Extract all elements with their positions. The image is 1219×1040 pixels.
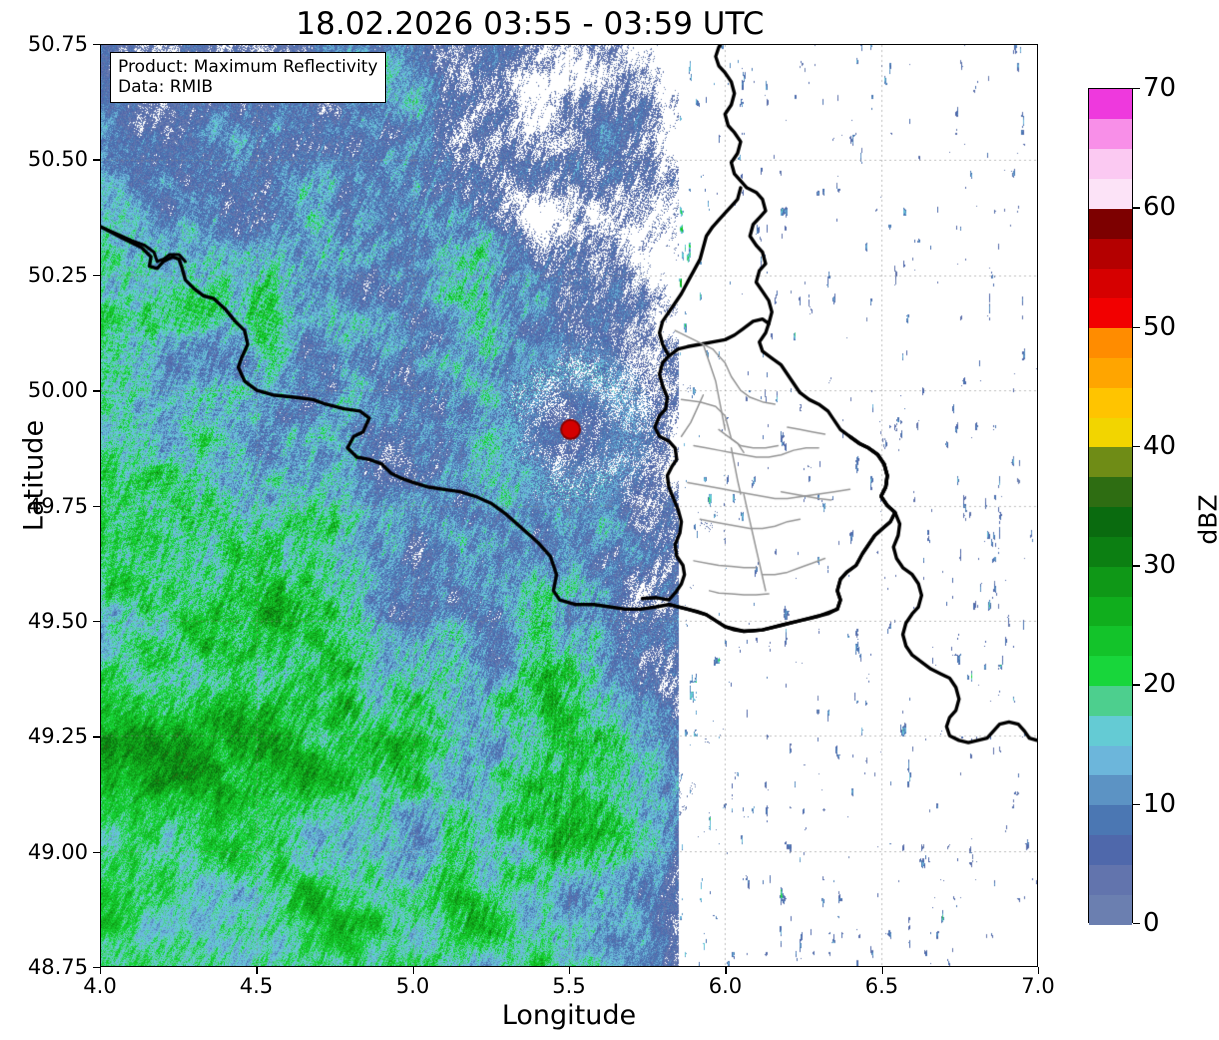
colorbar-tickmark [1133,923,1140,925]
x-tick-label: 7.0 [1021,974,1055,998]
colorbar-gradient [1088,88,1133,925]
colorbar-band [1089,267,1132,299]
y-tickmark [93,390,100,392]
x-tick-label: 4.0 [83,974,117,998]
colorbar-title: dBZ [1193,494,1219,545]
y-tick-label: 49.75 [27,493,88,518]
colorbar-tick-label: 0 [1143,908,1160,938]
colorbar-tick-label: 30 [1143,550,1177,581]
colorbar-band [1089,327,1132,358]
x-tickmark [100,967,102,974]
colorbar-band [1089,417,1132,448]
y-tickmark [93,736,100,738]
colorbar-tickmark [1133,684,1140,686]
radar-reflectivity-canvas [101,45,1037,966]
colorbar-band [1089,655,1132,686]
colorbar-tickmark [1133,207,1140,209]
colorbar-tickmark [1133,565,1140,567]
x-tickmark [725,967,727,974]
x-tickmark [256,967,258,974]
colorbar-band [1089,864,1132,895]
y-tick-label: 50.50 [27,147,88,172]
colorbar-tickmark [1133,88,1140,90]
colorbar-band [1089,297,1132,329]
y-tickmark [93,274,100,277]
colorbar-band [1089,685,1132,716]
colorbar-band [1089,774,1132,806]
colorbar-tick-label: 70 [1143,73,1177,103]
colorbar-band [1089,745,1132,776]
x-tick-label: 5.5 [552,974,586,998]
colorbar-tick-label: 60 [1143,192,1177,223]
colorbar-band [1089,715,1132,746]
colorbar-band [1089,357,1132,388]
x-tickmark [1038,967,1040,974]
y-tick-label: 50.00 [27,378,88,403]
colorbar-band [1089,446,1132,478]
y-tickmark [93,159,100,161]
colorbar-band [1089,208,1132,239]
y-tick-label: 49.50 [27,608,88,633]
product-info-box: Product: Maximum Reflectivity Data: RMIB [110,52,386,104]
colorbar-band [1089,625,1132,657]
y-tick-label: 49.25 [27,724,88,749]
x-tick-label: 6.0 [708,974,743,998]
page-title: 18.02.2026 03:55 - 03:59 UTC [295,6,765,42]
product-label: Product: Maximum Reflectivity [118,57,378,77]
colorbar-tickmark [1133,445,1140,448]
y-tick-label: 48.75 [27,955,88,979]
y-tickmark [93,505,100,507]
colorbar-band [1089,804,1132,836]
colorbar-band [1089,148,1132,180]
x-tickmark [881,967,884,974]
colorbar-band [1089,894,1132,925]
colorbar-band [1089,476,1132,508]
y-tick-label: 50.25 [27,262,88,287]
colorbar-band [1089,89,1132,120]
colorbar-tick-label: 40 [1143,430,1177,461]
colorbar-band [1089,595,1132,627]
colorbar-band [1089,238,1132,269]
colorbar-band [1089,178,1132,209]
x-axis-title: Longitude [501,1000,637,1031]
x-tick-label: 4.5 [239,974,274,998]
x-tickmark [569,967,571,974]
colorbar-tick-label: 10 [1143,788,1177,819]
y-tickmark [93,967,100,969]
x-tick-label: 5.0 [395,974,430,998]
colorbar-tickmark [1133,803,1140,806]
y-tick-label: 49.00 [27,839,88,864]
y-tickmark [93,851,100,854]
colorbar [1088,88,1133,925]
y-tickmark [93,620,100,623]
colorbar-tickmark [1133,326,1140,328]
colorbar-band [1089,834,1132,865]
x-tick-label: 6.5 [864,974,899,998]
data-source-label: Data: RMIB [118,77,213,98]
y-tickmark [93,44,100,46]
colorbar-band [1089,566,1132,597]
colorbar-tick-label: 20 [1143,669,1177,700]
map-plot-area[interactable] [100,44,1038,967]
colorbar-band [1089,387,1132,418]
colorbar-band [1089,536,1132,567]
colorbar-band [1089,506,1132,537]
colorbar-band [1089,118,1132,150]
y-tick-label: 50.75 [27,32,88,56]
x-tickmark [412,967,415,974]
colorbar-tick-label: 50 [1143,311,1177,342]
